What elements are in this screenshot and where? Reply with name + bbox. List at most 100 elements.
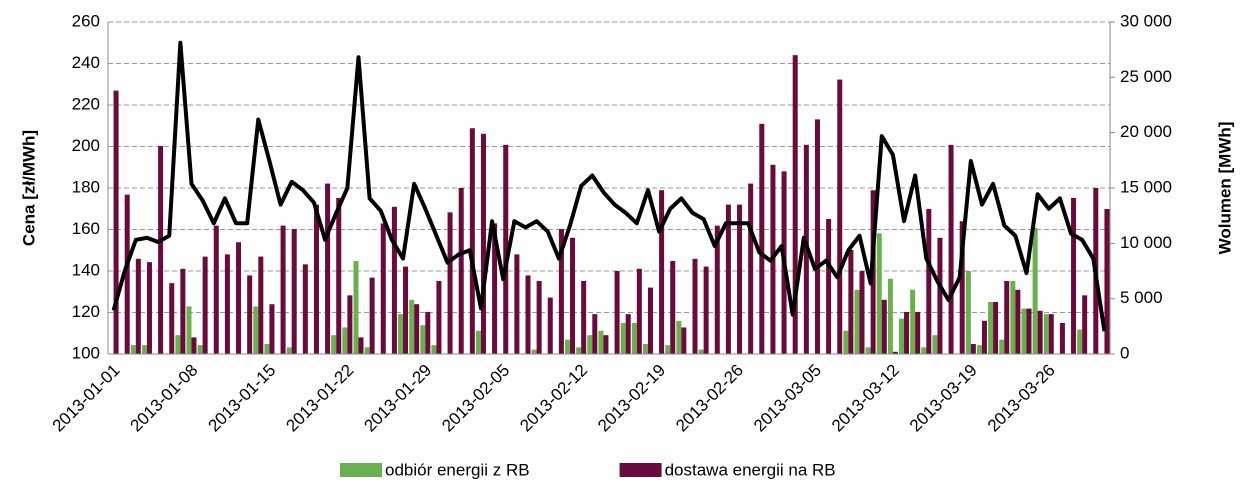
bar [1082, 295, 1088, 354]
bar [565, 339, 571, 354]
y2-tick-label: 5 000 [1120, 288, 1163, 307]
bar [447, 212, 453, 354]
bar [258, 256, 264, 354]
bar [364, 347, 370, 354]
bar [703, 266, 709, 354]
bar [631, 323, 637, 354]
bar [191, 337, 197, 354]
bar [892, 351, 898, 354]
bar [899, 318, 905, 354]
bar [843, 330, 849, 354]
bar [993, 301, 999, 354]
y-tick-label: 240 [72, 53, 100, 72]
bar [603, 335, 609, 354]
x-tick-label: 2013-01-08 [127, 361, 202, 436]
bar [826, 218, 832, 354]
bar [910, 289, 916, 354]
bar [1004, 280, 1010, 354]
bar [698, 349, 704, 354]
bar [681, 327, 687, 354]
bar [725, 204, 731, 354]
bar [436, 280, 442, 354]
bar [670, 261, 676, 354]
bar [576, 347, 582, 354]
bar [676, 320, 682, 354]
bar [988, 301, 994, 354]
bar [1059, 323, 1065, 354]
bar [158, 145, 164, 354]
bar [620, 323, 626, 354]
bar [876, 233, 882, 354]
bar [926, 209, 932, 354]
bar [581, 280, 587, 354]
bar [558, 228, 564, 354]
bar [409, 299, 415, 354]
bar [113, 90, 119, 354]
bar [175, 335, 181, 354]
y-tick-label: 160 [72, 219, 100, 238]
bar [458, 188, 464, 354]
bar [965, 271, 971, 354]
bar [130, 345, 136, 354]
bar [425, 311, 431, 354]
bar [614, 271, 620, 354]
x-tick-label: 2013-01-22 [282, 361, 357, 436]
bar [570, 237, 576, 354]
bar [1015, 289, 1021, 354]
bar [302, 264, 308, 354]
price-line [111, 40, 1107, 332]
x-tick-label: 2013-03-12 [828, 361, 903, 436]
y2-axis-title: Wolumen [MWh] [1215, 122, 1234, 255]
y-tick-label: 200 [72, 136, 100, 155]
bar [514, 254, 520, 354]
bar [636, 268, 642, 354]
x-tick-label: 2013-01-01 [49, 361, 124, 436]
y-tick-label: 260 [72, 11, 100, 30]
bar [536, 280, 542, 354]
bar [264, 344, 270, 354]
bar [748, 183, 754, 354]
bar [854, 289, 860, 354]
bar [253, 306, 259, 354]
bar [814, 119, 820, 355]
bar [665, 345, 671, 354]
bar [959, 221, 965, 354]
x-tick-label: 2013-03-26 [984, 361, 1059, 436]
bar [859, 271, 865, 354]
y2-tick-label: 15 000 [1120, 177, 1172, 196]
bar [414, 304, 420, 354]
legend-swatch [619, 463, 662, 477]
bar [403, 266, 409, 354]
y-tick-label: 100 [72, 343, 100, 362]
bar [291, 228, 297, 354]
bar [625, 314, 631, 354]
bar [331, 335, 337, 354]
bar [792, 55, 798, 354]
y2-tick-label: 20 000 [1120, 122, 1172, 141]
bar [865, 347, 871, 354]
bar [1043, 314, 1049, 354]
bar [1010, 280, 1016, 354]
bar [480, 133, 486, 354]
y-tick-label: 180 [72, 177, 100, 196]
bar [358, 337, 364, 354]
bar [848, 249, 854, 354]
y-tick-label: 120 [72, 302, 100, 321]
bar [587, 335, 593, 354]
bar [180, 268, 186, 354]
bar [981, 320, 987, 354]
bar [247, 275, 253, 354]
bar [169, 283, 175, 354]
legend-label: dostawa energii na RB [665, 460, 836, 479]
bar [369, 277, 375, 354]
bar [932, 335, 938, 354]
bar [904, 311, 910, 354]
bar [976, 345, 982, 354]
bar [146, 262, 152, 354]
bar [692, 258, 698, 354]
bar [280, 225, 286, 354]
x-tick-label: 2013-02-19 [594, 361, 669, 436]
bar [380, 223, 386, 354]
y-axis-title: Cena [zł/MWh] [19, 130, 38, 246]
